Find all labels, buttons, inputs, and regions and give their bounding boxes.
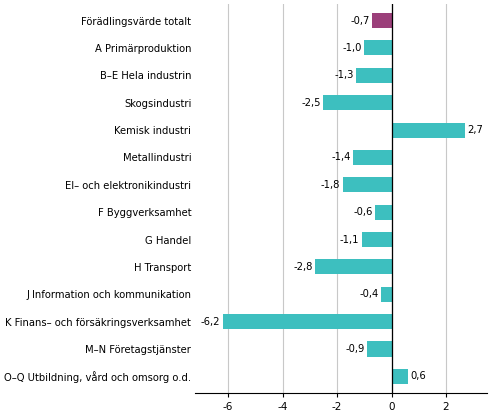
Text: -1,1: -1,1 [340,235,359,245]
Text: -2,5: -2,5 [302,98,321,108]
Bar [364,40,391,55]
Bar [373,13,391,28]
Bar [367,342,391,357]
Text: -0,9: -0,9 [346,344,365,354]
Text: -1,4: -1,4 [332,152,351,162]
Text: -1,3: -1,3 [334,70,354,80]
Bar [375,205,391,220]
Bar [315,260,391,275]
Text: -0,7: -0,7 [351,15,370,26]
Bar [356,68,391,83]
Text: -0,4: -0,4 [359,289,379,299]
Bar [343,177,391,192]
Bar [391,369,408,384]
Bar [354,150,391,165]
Bar [381,287,391,302]
Text: -0,6: -0,6 [354,207,373,217]
Bar [223,314,391,329]
Text: 0,6: 0,6 [410,371,426,381]
Bar [361,232,391,247]
Bar [324,95,391,110]
Text: -2,8: -2,8 [294,262,313,272]
Text: -1,0: -1,0 [343,43,362,53]
Bar [391,123,465,138]
Text: -6,2: -6,2 [201,317,220,327]
Text: 2,7: 2,7 [467,125,483,135]
Text: -1,8: -1,8 [321,180,340,190]
